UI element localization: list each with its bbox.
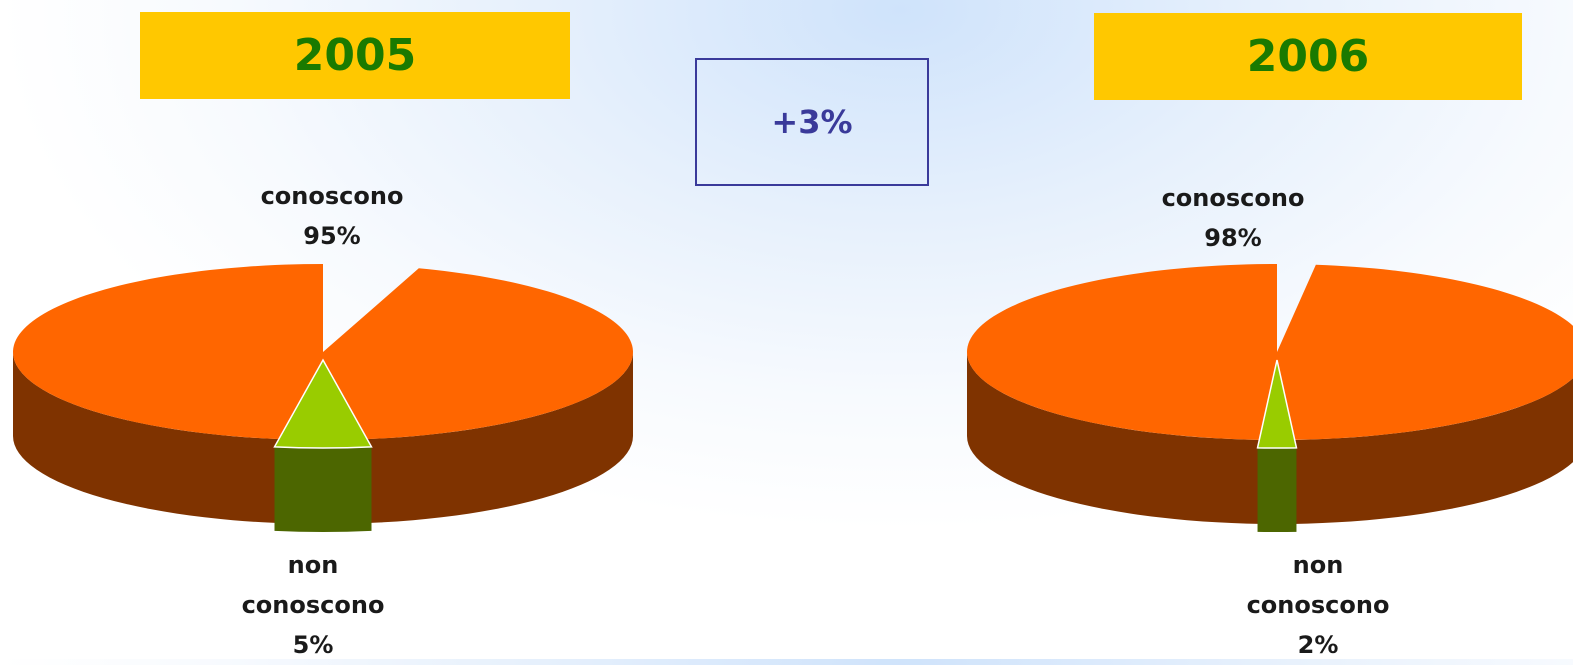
slice-name-line1-2006-unknown: non bbox=[1292, 551, 1344, 579]
slice-label-2006-known: conoscono 98% bbox=[1113, 178, 1353, 258]
slice-value-2005-unknown: 5% bbox=[292, 631, 334, 659]
slice-label-2005-known: conoscono 95% bbox=[212, 176, 452, 256]
slice-side-2006-unknown bbox=[1257, 447, 1297, 532]
slice-top-2006-known bbox=[967, 264, 1573, 440]
slice-top-2005-known bbox=[12, 264, 633, 441]
chart-title-2005: 2005 bbox=[140, 12, 570, 99]
slice-side-2005-unknown bbox=[274, 446, 372, 532]
slice-top-2006-unknown bbox=[1256, 359, 1298, 449]
slice-side-2006-known bbox=[967, 352, 1573, 524]
slice-value-2006-known: 98% bbox=[1204, 224, 1262, 252]
pie-2006 bbox=[967, 264, 1573, 532]
slice-name-line2-2005-unknown: conoscono bbox=[241, 591, 385, 619]
change-badge: +3% bbox=[695, 58, 929, 186]
slice-side-2005-known bbox=[13, 352, 633, 524]
slice-name-line1-2005-unknown: non bbox=[287, 551, 339, 579]
slice-value-2006-unknown: 2% bbox=[1297, 631, 1339, 659]
slice-name-line2-2006-unknown: conoscono bbox=[1246, 591, 1390, 619]
pie-2005 bbox=[12, 264, 633, 532]
slice-label-2005-unknown: non conoscono 5% bbox=[193, 545, 433, 665]
slice-value-2005-known: 95% bbox=[303, 222, 361, 250]
slice-label-2006-unknown: non conoscono 2% bbox=[1198, 545, 1438, 665]
slice-name-2006-known: conoscono bbox=[1161, 184, 1305, 212]
slice-name-2005-known: conoscono bbox=[260, 182, 404, 210]
chart-title-2006: 2006 bbox=[1094, 13, 1522, 100]
slice-top-2005-unknown bbox=[273, 358, 373, 449]
